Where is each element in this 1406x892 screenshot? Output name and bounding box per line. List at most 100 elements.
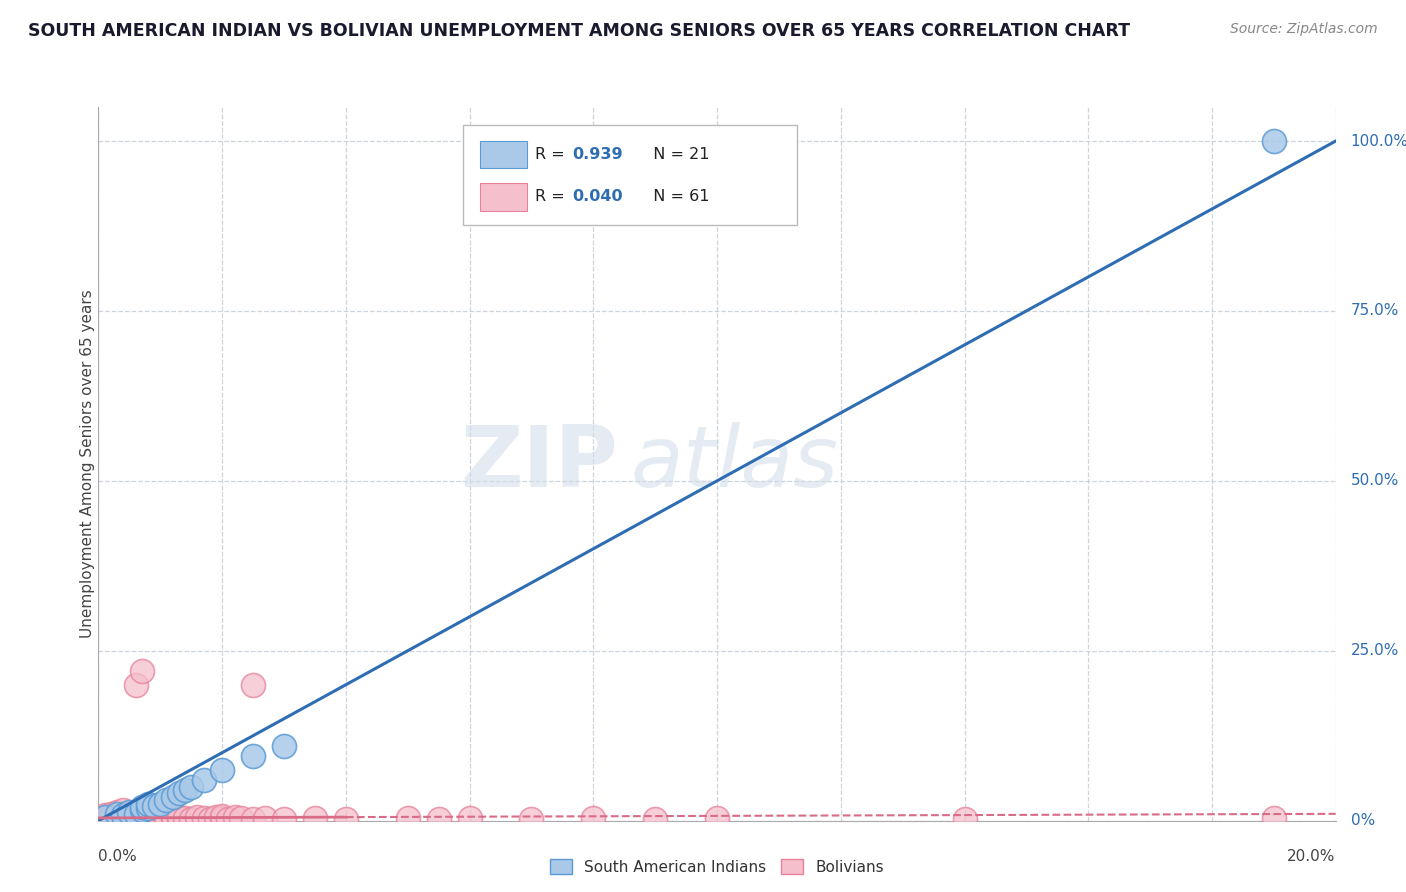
Point (124, 808, 146, 822)
Point (149, 804, 172, 818)
Point (205, 810, 228, 824)
Point (131, 809, 153, 823)
Point (131, 800, 153, 814)
Point (100, 810, 122, 824)
Point (162, 789, 184, 804)
Point (644, 812, 666, 826)
Point (118, 812, 141, 826)
Point (112, 811, 135, 825)
Point (254, 811, 277, 825)
Text: atlas: atlas (630, 422, 838, 506)
Point (582, 811, 605, 825)
Point (953, 812, 976, 826)
Point (118, 805, 141, 820)
Text: 0.939: 0.939 (572, 146, 623, 161)
Point (118, 806, 141, 821)
Point (167, 812, 190, 826)
Point (273, 739, 295, 753)
Point (155, 809, 177, 823)
Point (105, 811, 128, 825)
Point (131, 664, 153, 678)
Point (198, 812, 221, 826)
Point (162, 809, 184, 823)
Text: 25.0%: 25.0% (1351, 643, 1399, 658)
Point (93, 810, 115, 824)
Point (136, 797, 159, 811)
Point (143, 812, 166, 826)
Point (124, 806, 146, 821)
Text: R =: R = (536, 146, 569, 161)
Legend: South American Indians, Bolivians: South American Indians, Bolivians (544, 853, 890, 880)
Text: N = 61: N = 61 (643, 189, 709, 204)
Point (105, 805, 128, 820)
Point (149, 809, 172, 823)
Point (149, 797, 172, 811)
Text: 0.040: 0.040 (572, 189, 623, 204)
Text: R =: R = (536, 189, 569, 204)
Point (427, 812, 450, 826)
Point (100, 806, 122, 821)
Point (131, 812, 153, 826)
Point (520, 812, 543, 826)
Point (124, 811, 146, 825)
Point (1263, 134, 1285, 148)
Point (93, 812, 115, 826)
Point (105, 809, 128, 823)
Point (136, 811, 159, 825)
Point (162, 811, 184, 825)
Point (242, 678, 264, 692)
Point (118, 809, 141, 823)
Point (242, 749, 264, 764)
Text: 50.0%: 50.0% (1351, 474, 1399, 488)
Point (396, 811, 419, 825)
Point (193, 811, 215, 825)
Point (211, 811, 233, 825)
Point (224, 810, 246, 824)
Point (186, 810, 208, 824)
FancyBboxPatch shape (479, 141, 526, 168)
Point (242, 812, 264, 826)
Point (149, 811, 172, 825)
Point (143, 798, 166, 813)
Point (193, 772, 215, 787)
Point (112, 809, 135, 823)
Point (143, 809, 166, 823)
Text: Source: ZipAtlas.com: Source: ZipAtlas.com (1230, 22, 1378, 37)
FancyBboxPatch shape (479, 184, 526, 211)
Point (229, 811, 252, 825)
Point (180, 780, 202, 794)
Point (155, 793, 177, 807)
Text: 0%: 0% (1351, 814, 1375, 828)
Text: 20.0%: 20.0% (1288, 849, 1336, 864)
Point (93, 810, 115, 824)
Point (211, 763, 233, 777)
Point (174, 811, 197, 825)
Point (124, 678, 146, 692)
Text: N = 21: N = 21 (643, 146, 709, 161)
Point (217, 812, 239, 826)
Point (335, 812, 357, 826)
Point (131, 804, 153, 818)
Text: 0.0%: 0.0% (98, 849, 138, 864)
Point (136, 801, 159, 815)
Point (112, 808, 135, 822)
Point (1263, 811, 1285, 825)
Point (136, 804, 159, 818)
Point (304, 811, 326, 825)
Point (706, 811, 728, 825)
Point (167, 787, 190, 801)
Point (93, 808, 115, 822)
Point (100, 812, 122, 826)
Text: 100.0%: 100.0% (1351, 134, 1406, 149)
Text: ZIP: ZIP (460, 422, 619, 506)
Point (155, 812, 177, 826)
FancyBboxPatch shape (464, 125, 797, 225)
Point (105, 806, 128, 821)
Point (167, 809, 190, 823)
Text: 75.0%: 75.0% (1351, 303, 1399, 318)
Point (458, 811, 481, 825)
Y-axis label: Unemployment Among Seniors over 65 years: Unemployment Among Seniors over 65 years (80, 290, 94, 638)
Point (211, 809, 233, 823)
Point (112, 804, 135, 818)
Point (136, 809, 159, 823)
